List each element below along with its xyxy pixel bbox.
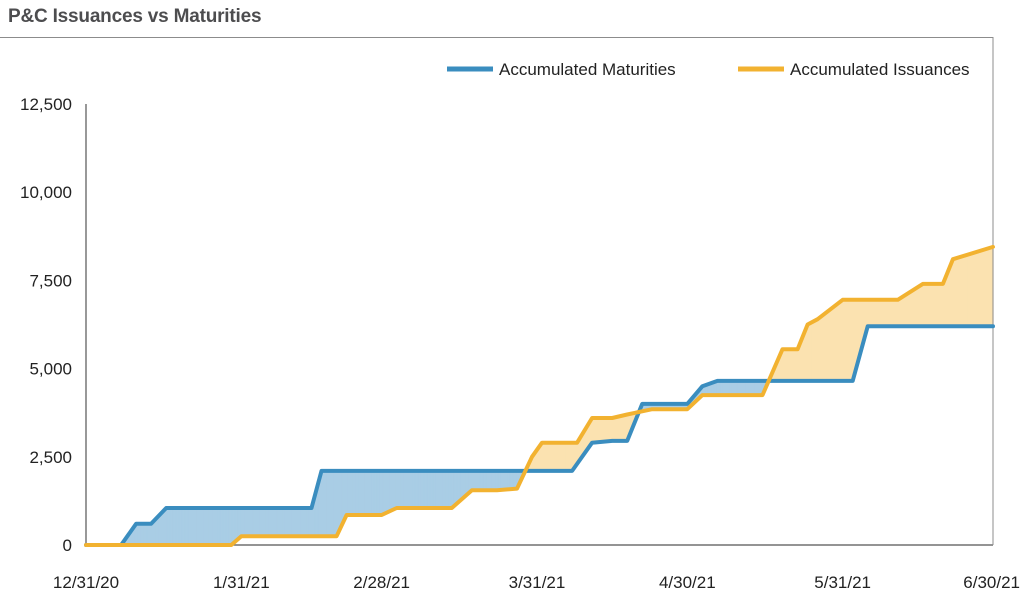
legend-item-accumulated-maturities: Accumulated Maturities bbox=[447, 60, 676, 79]
x-tick-label: 3/31/21 bbox=[509, 573, 566, 592]
x-tick-label: 6/30/21 bbox=[963, 573, 1020, 592]
y-tick-label: 5,000 bbox=[29, 360, 72, 379]
title-divider bbox=[0, 37, 993, 38]
x-tick-label: 4/30/21 bbox=[659, 573, 716, 592]
chart-title: P&C Issuances vs Maturities bbox=[8, 6, 262, 27]
accumulated-maturities-line bbox=[84, 324, 995, 547]
x-tick-label: 5/31/21 bbox=[814, 573, 871, 592]
x-tick-label: 12/31/20 bbox=[53, 573, 119, 592]
y-tick-label: 2,500 bbox=[29, 448, 72, 467]
y-tick-label: 7,500 bbox=[29, 271, 72, 290]
x-tick-label: 2/28/21 bbox=[353, 573, 410, 592]
x-tick-labels: 12/31/20 1/31/21 2/28/21 3/31/21 4/30/21 5/31… bbox=[53, 573, 1020, 592]
y-tick-label: 12,500 bbox=[20, 95, 72, 114]
y-tick-label: 10,000 bbox=[20, 183, 72, 202]
axes-layer bbox=[85, 37, 994, 546]
legend-label: Accumulated Maturities bbox=[499, 60, 676, 79]
series-lines-layer bbox=[84, 244, 995, 547]
legend-label: Accumulated Issuances bbox=[790, 60, 970, 79]
legend: Accumulated Maturities Accumulated Issuan… bbox=[447, 60, 970, 79]
x-tick-label: 1/31/21 bbox=[213, 573, 270, 592]
legend-item-accumulated-issuances: Accumulated Issuances bbox=[738, 60, 970, 79]
accumulated-issuances-line bbox=[84, 244, 995, 547]
y-tick-labels: 0 2,500 5,000 7,500 10,000 12,500 bbox=[20, 95, 72, 555]
fill-between-layer bbox=[120, 246, 994, 545]
y-tick-label: 0 bbox=[63, 536, 72, 555]
